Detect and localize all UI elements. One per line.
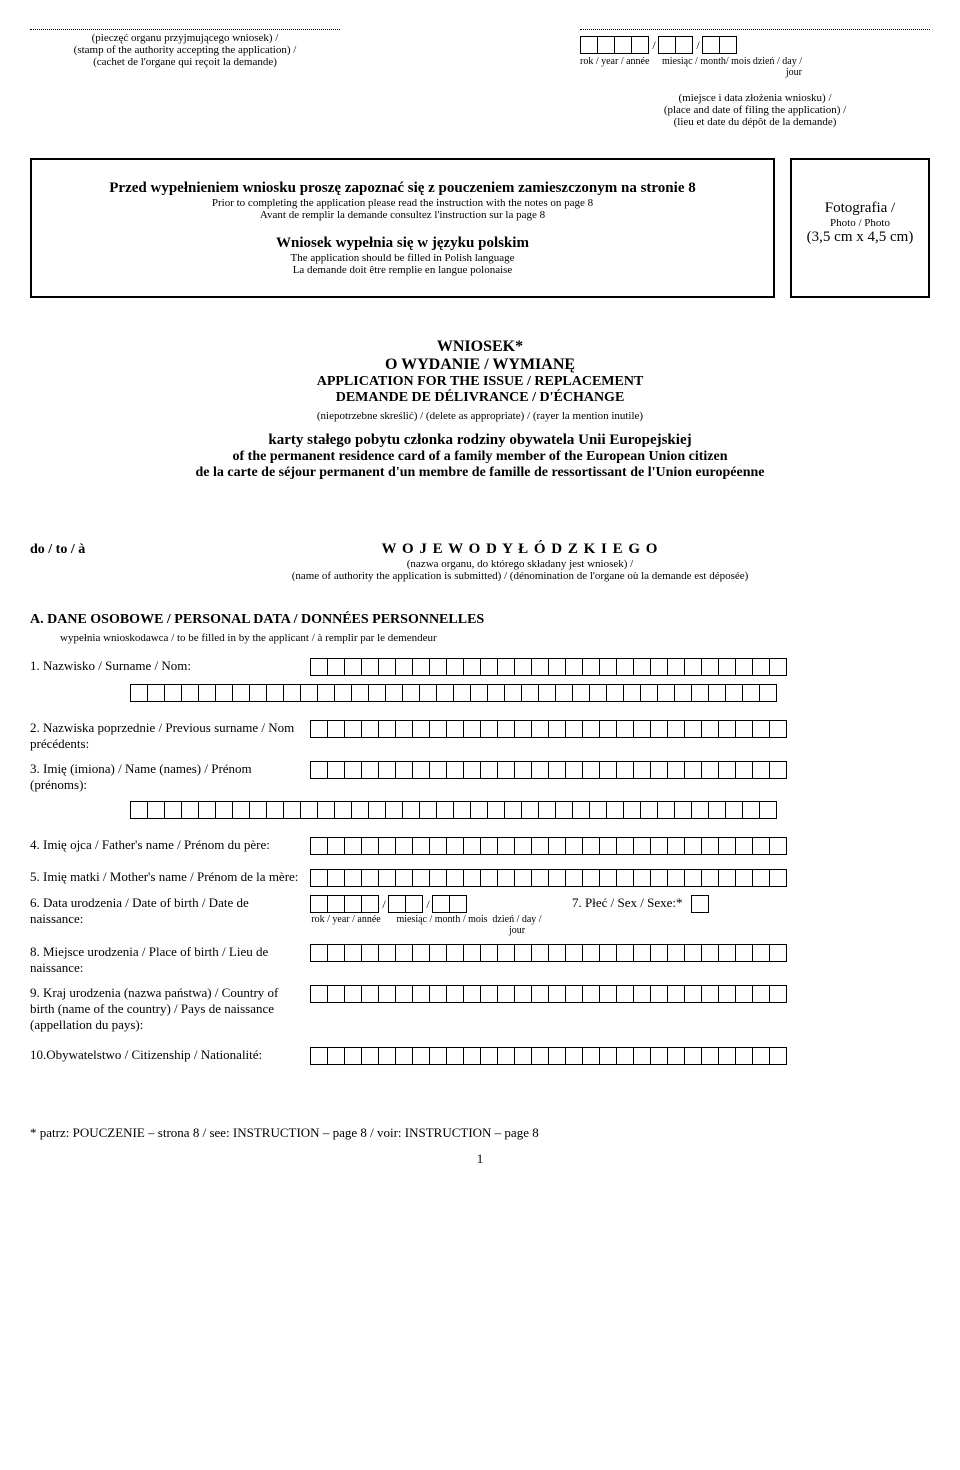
field-1b-cells[interactable]: [130, 684, 930, 702]
field-3b-cells[interactable]: [130, 801, 930, 819]
section-a-header: A. DANE OSOBOWE / PERSONAL DATA / DONNÉE…: [30, 612, 930, 628]
title-c2: of the permanent residence card of a fam…: [30, 449, 930, 465]
field-7-cells[interactable]: [691, 895, 709, 913]
field-2: 2. Nazwiska poprzednie / Previous surnam…: [30, 720, 930, 753]
field-5-label: 5. Imię matki / Mother's name / Prénom d…: [30, 869, 310, 885]
stamp-area: (pieczęć organu przyjmującego wniosek) /…: [30, 20, 340, 128]
place-dotted-line: [580, 20, 930, 30]
field-3b: [30, 801, 930, 819]
instruction-row: Przed wypełnieniem wniosku proszę zapozn…: [30, 158, 930, 298]
photo-l2: Photo / Photo: [797, 217, 923, 229]
title-note: (niepotrzebne skreślić) / (delete as app…: [30, 410, 930, 422]
field-9-cells[interactable]: [310, 985, 930, 1003]
instr-l3: The application should be filled in Poli…: [57, 252, 748, 264]
photo-l3: (3,5 cm x 4,5 cm): [797, 229, 923, 246]
instr-l4: La demande doit être remplie en langue p…: [57, 264, 748, 276]
title-c3: de la carte de séjour permanent d'un mem…: [30, 465, 930, 481]
authority-to: do / to / à: [30, 542, 110, 558]
field-6: 6. Data urodzenia / Date of birth / Date…: [30, 895, 930, 936]
photo-l1: Fotografia /: [797, 200, 923, 217]
field-4: 4. Imię ojca / Father's name / Prénom du…: [30, 837, 930, 855]
field-10-label: 10.Obywatelstwo / Citizenship / National…: [30, 1047, 310, 1063]
field-9-label: 9. Kraj urodzenia (nazwa państwa) / Coun…: [30, 985, 310, 1034]
field-8: 8. Miejsce urodzenia / Place of birth / …: [30, 944, 930, 977]
field-4-cells[interactable]: [310, 837, 930, 855]
authority-name: W O J E W O D Y Ł Ó D Z K I E G O: [110, 541, 930, 558]
authority-s2: (name of authority the application is su…: [110, 570, 930, 582]
section-a-sub: wypełnia wnioskodawca / to be filled in …: [60, 632, 930, 644]
instr-l2: Avant de remplir la demande consultez l'…: [57, 209, 748, 221]
instruction-box: Przed wypełnieniem wniosku proszę zapozn…: [30, 158, 775, 298]
date-sub3: (lieu et date du dépôt de la demande): [580, 116, 930, 128]
title-t4: DEMANDE DE DÉLIVRANCE / D'ÉCHANGE: [30, 390, 930, 406]
field-1-label: 1. Nazwisko / Surname / Nom:: [30, 658, 310, 674]
month-label: miesiąc / month/ mois: [662, 56, 752, 78]
instr-h2: Wniosek wypełnia się w języku polskim: [57, 235, 748, 252]
date-labels: rok / year / année miesiąc / month/ mois…: [580, 56, 930, 78]
title-block: WNIOSEK* O WYDANIE / WYMIANĘ APPLICATION…: [30, 338, 930, 481]
field-3-label: 3. Imię (imiona) / Name (names) / Prénom…: [30, 761, 310, 794]
stamp-line2: (stamp of the authority accepting the ap…: [30, 44, 340, 56]
field-3: 3. Imię (imiona) / Name (names) / Prénom…: [30, 761, 930, 794]
field-10: 10.Obywatelstwo / Citizenship / National…: [30, 1047, 930, 1065]
footer-note: * patrz: POUCZENIE – strona 8 / see: INS…: [30, 1125, 930, 1141]
field-5: 5. Imię matki / Mother's name / Prénom d…: [30, 869, 930, 887]
field-8-cells[interactable]: [310, 944, 930, 962]
title-t3: APPLICATION FOR THE ISSUE / REPLACEMENT: [30, 374, 930, 390]
page-number: 1: [30, 1151, 930, 1167]
field-10-cells[interactable]: [310, 1047, 930, 1065]
stamp-dotted-line: [30, 20, 340, 30]
instr-h1: Przed wypełnieniem wniosku proszę zapozn…: [57, 180, 748, 197]
date-sub1: (miejsce i data złożenia wniosku) /: [580, 92, 930, 104]
field-1: 1. Nazwisko / Surname / Nom:: [30, 658, 930, 676]
field-5-cells[interactable]: [310, 869, 930, 887]
authority-block: do / to / à W O J E W O D Y Ł Ó D Z K I …: [30, 541, 930, 582]
date-cells[interactable]: / /: [580, 36, 930, 54]
title-c1: karty stałego pobytu członka rodziny oby…: [30, 432, 930, 449]
header-top: (pieczęć organu przyjmującego wniosek) /…: [30, 20, 930, 128]
field-8-label: 8. Miejsce urodzenia / Place of birth / …: [30, 944, 310, 977]
authority-s1: (nazwa organu, do którego składany jest …: [110, 558, 930, 570]
instr-l1: Prior to completing the application plea…: [57, 197, 748, 209]
day-label: dzień / day / jour: [752, 56, 802, 78]
stamp-line3: (cachet de l'organe qui reçoit la demand…: [30, 56, 340, 68]
f6-day: dzień / day / jour: [492, 914, 542, 936]
date-sub2: (place and date of filing the applicatio…: [580, 104, 930, 116]
field-1b: [30, 684, 930, 702]
f6-month: miesiąc / month / mois: [392, 914, 492, 936]
field-6-label: 6. Data urodzenia / Date of birth / Date…: [30, 895, 310, 928]
field-2-label: 2. Nazwiska poprzednie / Previous surnam…: [30, 720, 310, 753]
title-t1: WNIOSEK*: [30, 338, 930, 356]
field-3-cells[interactable]: [310, 761, 930, 779]
date-area: / / rok / year / année miesiąc / month/ …: [580, 20, 930, 128]
title-t2: O WYDANIE / WYMIANĘ: [30, 356, 930, 374]
field-2-cells[interactable]: [310, 720, 930, 738]
year-label: rok / year / année: [580, 56, 652, 78]
f6-year: rok / year / année: [310, 914, 382, 936]
field-6-cells[interactable]: / /: [310, 895, 542, 913]
field-7-label: 7. Płeć / Sex / Sexe:*: [572, 895, 683, 911]
stamp-line1: (pieczęć organu przyjmującego wniosek) /: [30, 32, 340, 44]
field-4-label: 4. Imię ojca / Father's name / Prénom du…: [30, 837, 310, 853]
photo-box: Fotografia / Photo / Photo (3,5 cm x 4,5…: [790, 158, 930, 298]
field-9: 9. Kraj urodzenia (nazwa państwa) / Coun…: [30, 985, 930, 1034]
field-1-cells[interactable]: [310, 658, 930, 676]
